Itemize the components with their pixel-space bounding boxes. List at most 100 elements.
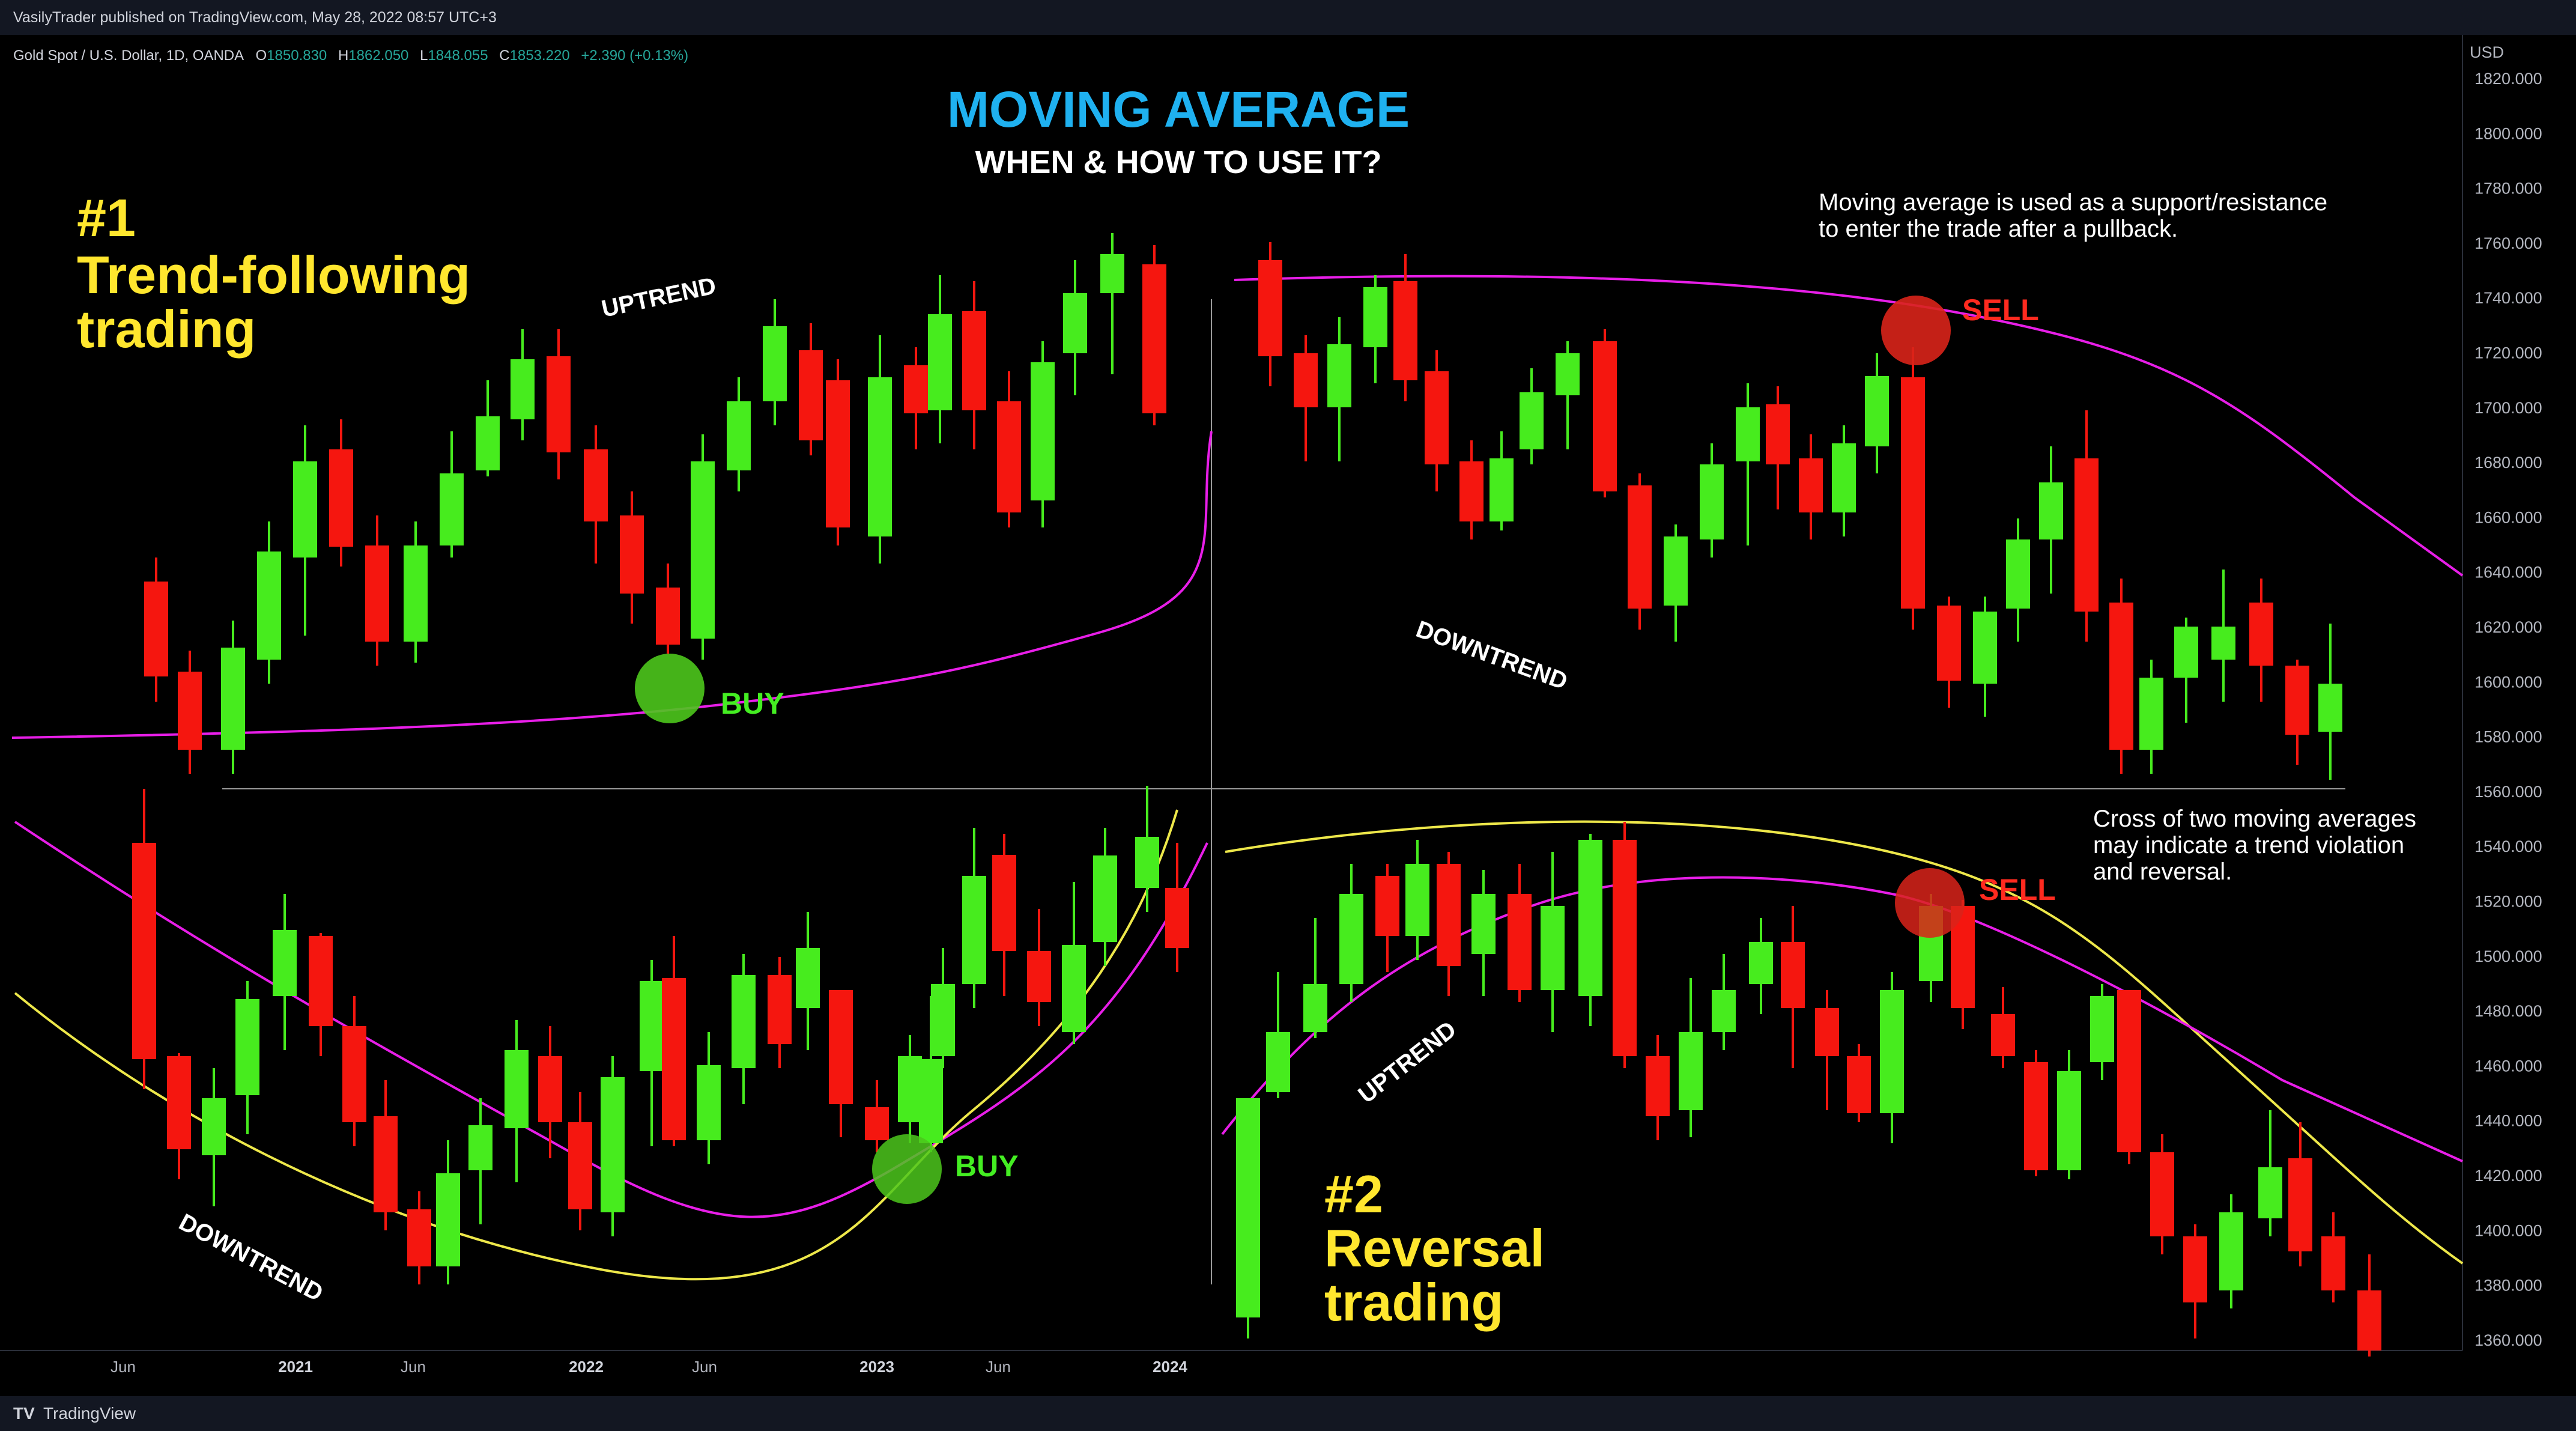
bullish-candle — [1031, 362, 1055, 500]
section-2-label: #2 Reversal trading — [1324, 1164, 1559, 1332]
bearish-candle — [904, 365, 928, 413]
bearish-candle — [2150, 1152, 2174, 1236]
tradingview-logo[interactable]: TV — [13, 1404, 35, 1423]
bearish-candle — [309, 936, 333, 1026]
bullish-candle — [2174, 627, 2198, 678]
time-axis[interactable]: Jun 2021 Jun 2022 Jun 2023 Jun 2024 — [111, 1358, 1187, 1376]
bullish-candle — [962, 876, 986, 984]
bullish-candle — [1700, 464, 1724, 539]
time-axis-year-label: 2024 — [1153, 1358, 1187, 1376]
chart-canvas[interactable]: Gold Spot / U.S. Dollar, 1D, OANDA O1850… — [0, 35, 2576, 1396]
bullish-candle — [1556, 353, 1580, 395]
legend-close-label: C — [499, 47, 509, 64]
section-1-line-2: Trend-following — [77, 245, 470, 305]
symbol-legend[interactable]: Gold Spot / U.S. Dollar, 1D, OANDA O1850… — [13, 47, 688, 64]
bearish-candle — [178, 672, 202, 750]
bullish-candle — [2318, 684, 2342, 732]
legend-open: 1850.830 — [267, 47, 327, 64]
bullish-candle — [931, 984, 955, 1056]
bearish-candle — [1901, 377, 1925, 609]
bearish-candle — [144, 582, 168, 676]
bearish-candle — [1142, 264, 1166, 413]
bearish-candle — [1799, 458, 1823, 512]
bearish-candle — [1258, 260, 1282, 356]
price-axis-label: 1380.000 — [2474, 1277, 2542, 1295]
bullish-candle — [898, 1056, 922, 1122]
bearish-candle — [538, 1056, 562, 1122]
bearish-candle — [2285, 666, 2309, 735]
section-2-number: #2 — [1324, 1164, 1383, 1224]
buy-marker-2[interactable] — [872, 1134, 942, 1204]
bearish-candle — [1593, 341, 1617, 491]
bearish-candle — [342, 1026, 366, 1122]
price-axis-label: 1740.000 — [2474, 289, 2542, 307]
bearish-candle — [407, 1209, 431, 1266]
time-axis-month-label: Jun — [111, 1358, 136, 1376]
bearish-candle — [2074, 458, 2099, 612]
bullish-candle — [1973, 612, 1997, 684]
price-axis-label: 1720.000 — [2474, 344, 2542, 362]
bearish-candle — [132, 843, 156, 1059]
bearish-candle — [997, 401, 1021, 512]
bullish-candle — [293, 461, 317, 558]
main-subtitle: WHEN & HOW TO USE IT? — [975, 144, 1382, 180]
bullish-candle — [404, 545, 428, 642]
bullish-candle — [1520, 392, 1544, 449]
note-pullback-line-1: Moving average is used as a support/resi… — [1819, 189, 2327, 216]
price-axis-label: 1460.000 — [2474, 1057, 2542, 1075]
bullish-candle — [1712, 990, 1736, 1032]
price-axis-label: 1520.000 — [2474, 893, 2542, 911]
bullish-candle — [2258, 1167, 2282, 1218]
bullish-candle — [1363, 287, 1387, 347]
price-axis-label: 1700.000 — [2474, 399, 2542, 417]
plot-area[interactable] — [0, 35, 2462, 1350]
tradingview-brand[interactable]: TradingView — [43, 1404, 136, 1423]
sell-marker-1[interactable] — [1881, 296, 1951, 365]
bearish-candle — [2109, 603, 2133, 750]
ma-slow-bottom-right — [1225, 820, 2464, 1265]
sell-marker-2[interactable] — [1895, 868, 1965, 938]
bearish-candle — [1459, 461, 1483, 521]
note-cross-line-1: Cross of two moving averages — [2093, 806, 2416, 832]
bullish-candle — [1405, 864, 1429, 936]
bullish-candle — [691, 461, 715, 639]
price-axis-label: 1800.000 — [2474, 124, 2542, 142]
bullish-candle — [2219, 1212, 2243, 1290]
bullish-candle — [1865, 376, 1889, 446]
price-axis-label: 1500.000 — [2474, 947, 2542, 965]
bearish-candle — [1027, 951, 1051, 1002]
legend-close: 1853.220 — [510, 47, 570, 64]
bullish-candle — [1266, 1032, 1290, 1092]
price-axis-label: 1540.000 — [2474, 837, 2542, 855]
time-axis-month-label: Jun — [692, 1358, 717, 1376]
price-axis-label: 1600.000 — [2474, 673, 2542, 691]
section-1-line-3: trading — [77, 299, 256, 359]
sell-label-2: SELL — [1979, 873, 2056, 907]
sell-label-1: SELL — [1962, 293, 2039, 327]
section-2-line-3: trading — [1324, 1272, 1503, 1332]
bullish-candle — [919, 1059, 943, 1143]
buy-marker-1[interactable] — [635, 654, 705, 723]
legend-low: 1848.055 — [428, 47, 488, 64]
bullish-candle — [2090, 996, 2114, 1062]
time-axis-month-label: Jun — [401, 1358, 426, 1376]
bearish-candle — [568, 1122, 592, 1209]
bearish-candle — [962, 311, 986, 410]
price-axis-label: 1480.000 — [2474, 1002, 2542, 1020]
note-pullback: Moving average is used as a support/resi… — [1819, 189, 2334, 242]
bullish-candle — [1679, 1032, 1703, 1110]
ma-fast-top-left — [11, 431, 1213, 739]
bullish-candle — [1541, 906, 1565, 990]
price-axis-label: 1360.000 — [2474, 1331, 2542, 1349]
bearish-candle — [365, 545, 389, 642]
bearish-candle — [865, 1107, 889, 1140]
section-2-line-2: Reversal — [1324, 1218, 1545, 1278]
bullish-candle — [1664, 536, 1688, 606]
price-axis[interactable]: USD 1820.000 1800.000 1780.000 1760.000 1740… — [2470, 43, 2542, 1349]
price-axis-label: 1560.000 — [2474, 783, 2542, 801]
bearish-candle — [1766, 404, 1790, 464]
bearish-candle — [2183, 1236, 2207, 1302]
footer-bar: TV TradingView — [0, 1396, 2576, 1431]
bearish-candle — [2288, 1158, 2312, 1251]
bullish-candle — [1832, 443, 1856, 512]
